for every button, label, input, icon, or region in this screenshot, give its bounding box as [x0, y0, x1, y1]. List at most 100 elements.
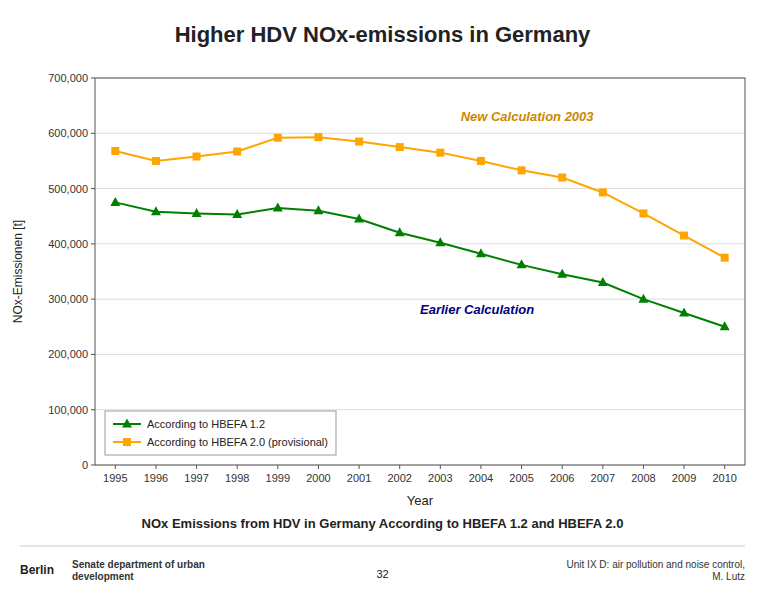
- x-tick-label: 1998: [225, 472, 249, 484]
- x-tick-label: 2000: [306, 472, 330, 484]
- chart: Higher HDV NOx-emissions in Germany 0 100,…: [0, 0, 765, 600]
- y-axis-label: NOx-Emissionen [t]: [11, 220, 25, 323]
- x-tick-label: 2005: [509, 472, 533, 484]
- x-tick-label: 1995: [103, 472, 127, 484]
- annotation: Earlier Calculation: [420, 302, 534, 317]
- x-tick: [440, 465, 441, 469]
- y-tick: [91, 133, 95, 134]
- title: Higher HDV NOx-emissions in Germany: [175, 22, 591, 47]
- grid-line: [95, 354, 745, 355]
- x-axis-label: Year: [407, 493, 434, 508]
- point-marker: [476, 248, 486, 257]
- grid-line: [95, 409, 745, 410]
- x-tick: [115, 465, 116, 469]
- x-tick-label: 1996: [144, 472, 168, 484]
- x-tick-label: 2006: [550, 472, 574, 484]
- point-marker: [679, 307, 689, 316]
- series-line: [115, 202, 724, 326]
- series-line: [115, 137, 724, 258]
- point-marker: [110, 197, 120, 206]
- point-marker: [638, 294, 648, 303]
- point-marker: [721, 254, 729, 262]
- point-marker: [598, 277, 608, 286]
- x-tick: [237, 465, 238, 469]
- x-tick-label: 1997: [184, 472, 208, 484]
- y-tick-label: 100,000: [48, 404, 88, 416]
- footer-left-line: Senate department of urban: [72, 559, 205, 570]
- point-marker: [232, 209, 242, 218]
- footer-center: 32: [376, 568, 388, 580]
- y-tick: [91, 78, 95, 79]
- point-marker: [152, 157, 160, 165]
- y-tick: [91, 465, 95, 466]
- point-marker: [314, 133, 322, 141]
- point-marker: [477, 157, 485, 165]
- y-tick-label: 600,000: [48, 127, 88, 139]
- x-tick: [155, 465, 156, 469]
- legend-marker: [123, 438, 131, 446]
- point-marker: [435, 237, 445, 246]
- footer-left: Senate department of urbandevelopment: [72, 559, 205, 582]
- x-tick: [399, 465, 400, 469]
- footer-right-line: M. Lutz: [712, 571, 745, 582]
- y-tick-label: 300,000: [48, 293, 88, 305]
- grid-line: [95, 133, 745, 134]
- point-marker: [355, 138, 363, 146]
- series-group: [110, 133, 729, 330]
- y-tick-label: 700,000: [48, 72, 88, 84]
- x-tick: [643, 465, 644, 469]
- point-marker: [599, 188, 607, 196]
- y-tick: [91, 409, 95, 410]
- legend: According to HBEFA 1.2 According to HBEFA…: [105, 411, 336, 455]
- x-tick: [724, 465, 725, 469]
- grid-line: [95, 188, 745, 189]
- footer-right-line: Unit IX D: air pollution and noise contr…: [567, 559, 745, 570]
- plot-frame: [95, 78, 745, 465]
- y-tick-label: 200,000: [48, 348, 88, 360]
- point-marker: [111, 147, 119, 155]
- x-tick: [359, 465, 360, 469]
- x-tick: [521, 465, 522, 469]
- footer-left-line: development: [72, 571, 134, 582]
- x-tick-label: 2009: [672, 472, 696, 484]
- point-marker: [151, 206, 161, 215]
- x-tick-label: 2002: [387, 472, 411, 484]
- point-marker: [720, 321, 730, 330]
- x-tick-label: 2004: [469, 472, 493, 484]
- x-tick: [684, 465, 685, 469]
- legend-label: According to HBEFA 1.2: [147, 418, 265, 430]
- x-tick: [562, 465, 563, 469]
- x-tick: [318, 465, 319, 469]
- point-marker: [518, 166, 526, 174]
- legend-marker: [122, 419, 132, 428]
- point-marker: [558, 174, 566, 182]
- footer-logo-text: Berlin: [20, 563, 54, 577]
- point-marker: [639, 209, 647, 217]
- annotation: New Calculation 2003: [461, 109, 595, 124]
- point-marker: [193, 153, 201, 161]
- legend-label: According to HBEFA 2.0 (provisional): [147, 436, 328, 448]
- grid-line: [95, 243, 745, 244]
- x-tick-label: 2001: [347, 472, 371, 484]
- point-marker: [517, 259, 527, 268]
- y-tick: [91, 299, 95, 300]
- plot-area: [95, 78, 745, 465]
- point-marker: [233, 148, 241, 156]
- point-marker: [313, 205, 323, 214]
- point-marker: [395, 227, 405, 236]
- point-marker: [557, 269, 567, 278]
- x-tick: [480, 465, 481, 469]
- x-tick-label: 2010: [712, 472, 736, 484]
- y-tick: [91, 243, 95, 244]
- point-marker: [354, 213, 364, 222]
- footer-right: Unit IX D: air pollution and noise contr…: [567, 559, 745, 582]
- y-tick-label: 0: [82, 459, 88, 471]
- x-tick: [196, 465, 197, 469]
- y-tick: [91, 354, 95, 355]
- footer-rule: [20, 546, 745, 547]
- point-marker: [436, 149, 444, 157]
- y-tick: [91, 188, 95, 189]
- point-marker: [192, 208, 202, 217]
- y-tick-label: 400,000: [48, 238, 88, 250]
- x-tick-label: 2003: [428, 472, 452, 484]
